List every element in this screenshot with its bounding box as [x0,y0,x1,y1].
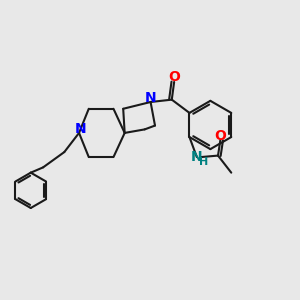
Text: O: O [214,129,226,142]
Text: O: O [168,70,180,84]
Text: H: H [199,157,208,167]
Text: N: N [191,150,202,164]
Text: N: N [145,92,156,106]
Text: N: N [75,122,86,136]
